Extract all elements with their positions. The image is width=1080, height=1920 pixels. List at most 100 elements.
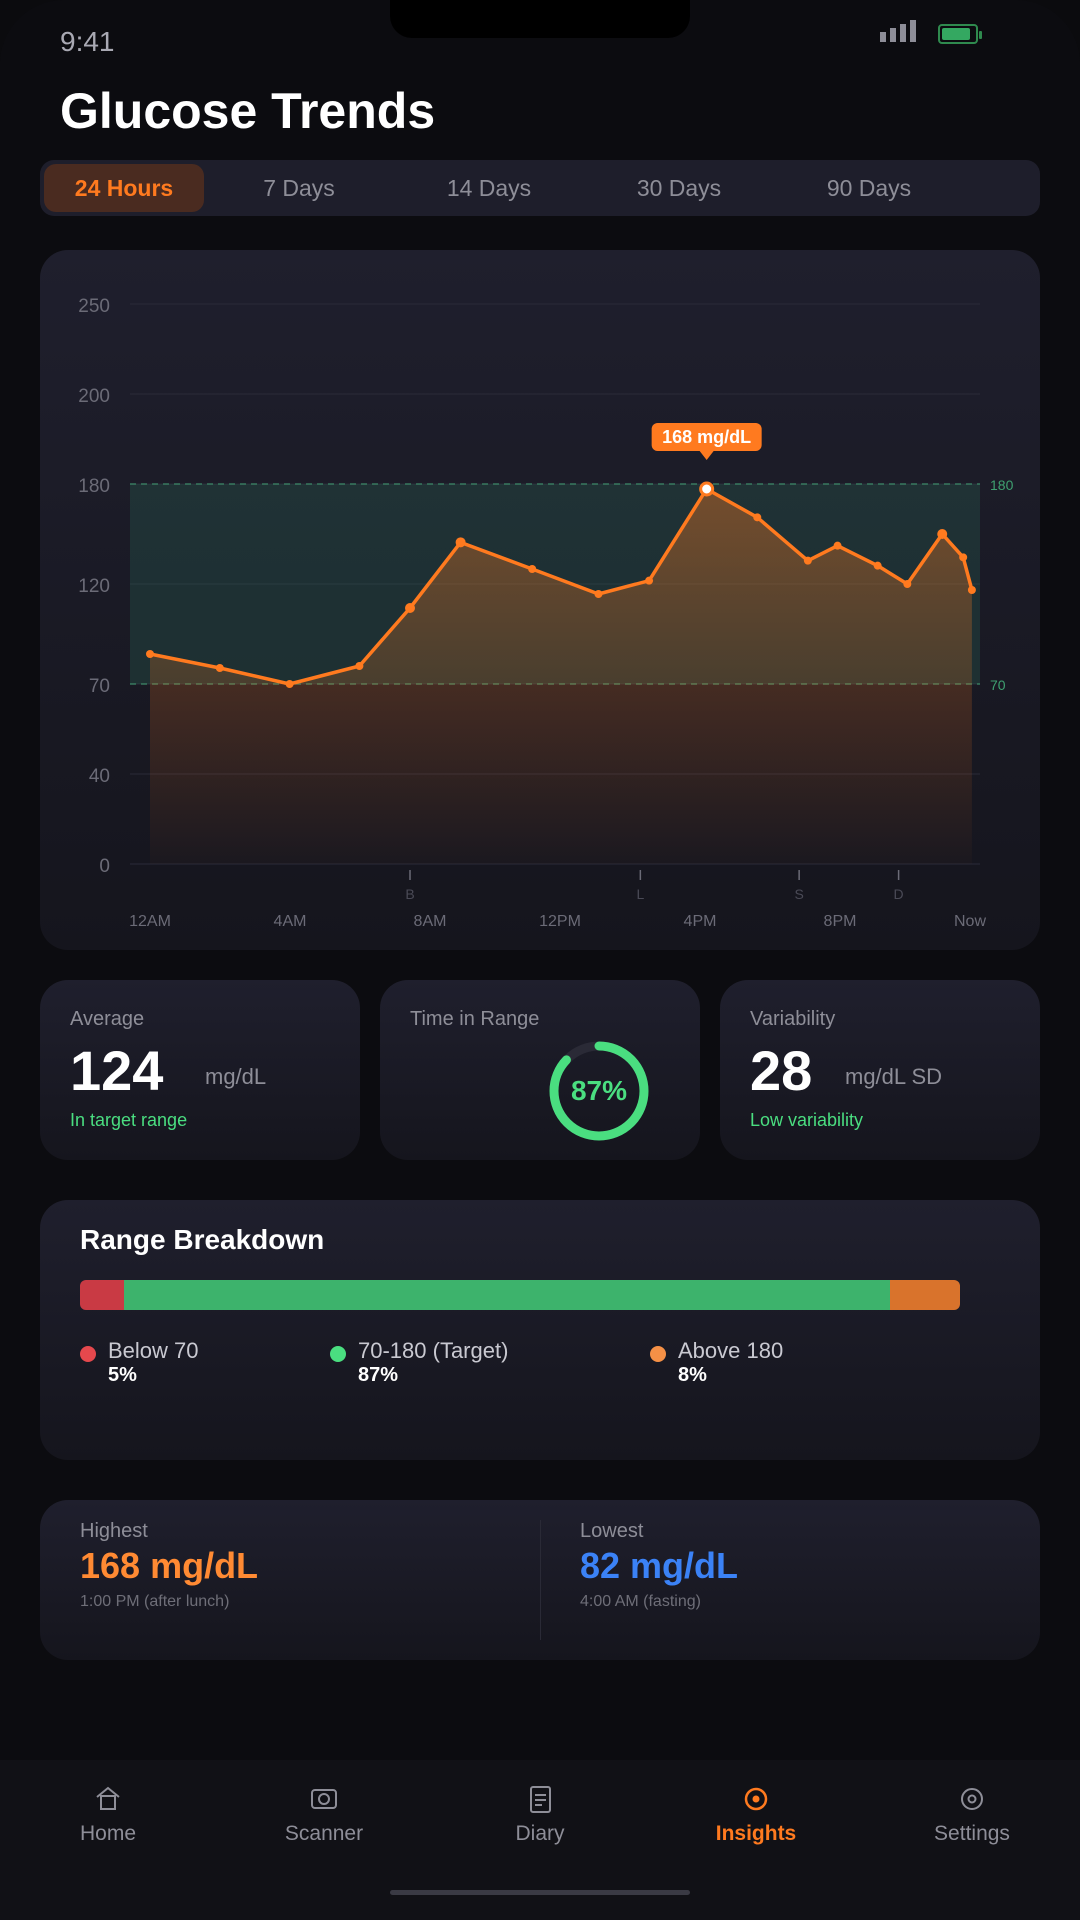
- scanner-icon: [311, 1789, 337, 1809]
- variability-card: Variability 28 mg/dL SD Low variability: [720, 980, 1040, 1160]
- data-point: [959, 553, 968, 562]
- range-breakdown-card: Range Breakdown Below 70 5% 70-180 (Targ…: [40, 1200, 1040, 1460]
- average-value: 124: [70, 1039, 164, 1102]
- x-tick-label: 4AM: [274, 913, 307, 930]
- data-point: [285, 680, 294, 688]
- signal-icon: [880, 20, 916, 42]
- average-card: Average 124 mg/dL In target range: [40, 980, 360, 1160]
- x-tick-label: 8PM: [824, 913, 857, 930]
- tooltip-label: 168 mg/dL: [662, 427, 751, 447]
- camera-notch: [390, 0, 690, 38]
- range-bar-segment: [124, 1280, 890, 1310]
- tooltip-bubble: [651, 423, 762, 451]
- tab-settings-label: Settings: [934, 1822, 1010, 1845]
- y-tick-label: 250: [78, 296, 110, 317]
- lowest-value: 82 mg/dL: [580, 1545, 739, 1586]
- data-point: [215, 664, 224, 672]
- below-70-pct: 5%: [108, 1364, 137, 1386]
- home-icon: [96, 1786, 120, 1810]
- tab-settings[interactable]: Settings: [892, 1784, 1052, 1846]
- target-low-label: 70: [990, 677, 1006, 693]
- glucose-chart-card: 0 40 70 120 180 200 250 180 70 168 mg/dL B L S D 12AM 4…: [40, 250, 1040, 950]
- x-tick-label: Now: [954, 913, 986, 930]
- tab-7-days[interactable]: 7 Days: [263, 175, 335, 201]
- highest-label: Highest: [80, 1520, 148, 1542]
- data-point: [873, 561, 882, 570]
- diary-icon: [530, 1786, 551, 1813]
- meal-marker-label: S: [794, 886, 803, 902]
- variability-label: Variability: [750, 1008, 836, 1030]
- below-70-dot: [80, 1346, 96, 1362]
- average-label: Average: [70, 1008, 145, 1030]
- variability-value: 28: [750, 1039, 813, 1102]
- x-tick-label: 12PM: [539, 913, 581, 930]
- tab-scanner[interactable]: Scanner: [244, 1784, 404, 1846]
- time-in-range-value: 87%: [570, 1075, 628, 1106]
- tab-diary-label: Diary: [515, 1822, 565, 1845]
- data-point: [753, 513, 762, 522]
- data-point: [833, 541, 842, 550]
- time-in-range-ring: 87%: [546, 1038, 652, 1144]
- data-point: [146, 650, 154, 658]
- x-tick-label: 8AM: [414, 913, 447, 930]
- y-tick-label: 40: [89, 766, 110, 787]
- y-tick-label: 0: [99, 856, 110, 877]
- highlight-point: [699, 481, 715, 497]
- tab-24-hours[interactable]: 24 Hours: [44, 164, 204, 212]
- time-range-selector: 24 Hours 7 Days 14 Days 30 Days 90 Days: [40, 160, 1040, 216]
- tab-diary[interactable]: Diary: [460, 1784, 620, 1846]
- y-tick-label: 70: [89, 676, 110, 697]
- tab-14-days[interactable]: 14 Days: [446, 175, 532, 201]
- variability-unit: mg/dL SD: [845, 1064, 943, 1089]
- data-point: [355, 662, 364, 670]
- tab-insights-label: Insights: [715, 1822, 797, 1845]
- lowest-note: 4:00 AM (fasting): [580, 1593, 701, 1610]
- lowest-label: Lowest: [580, 1520, 644, 1542]
- highest-block: Highest 168 mg/dL 1:00 PM (after lunch): [80, 1520, 258, 1611]
- y-tick-label: 180: [78, 476, 110, 497]
- tab-30-days[interactable]: 30 Days: [636, 175, 722, 201]
- below-70-label: Below 70: [108, 1338, 199, 1363]
- tab-insights[interactable]: Insights: [676, 1784, 836, 1846]
- tooltip-pointer: [699, 451, 714, 460]
- target-dot: [330, 1346, 346, 1362]
- battery-icon: [938, 24, 982, 44]
- meal-marker-label: L: [636, 886, 644, 902]
- range-bar-segment: [889, 1280, 960, 1310]
- y-tick-label: 120: [78, 576, 110, 597]
- highest-note: 1:00 PM (after lunch): [80, 1593, 230, 1610]
- tab-scanner-label: Scanner: [284, 1822, 364, 1845]
- glucose-line: [149, 487, 974, 686]
- status-time: 9:41: [60, 26, 115, 57]
- tab-home[interactable]: Home: [28, 1784, 188, 1846]
- average-note: In target range: [70, 1110, 188, 1130]
- insights-icon: [744, 1787, 768, 1811]
- extremes-divider: [540, 1520, 541, 1640]
- settings-icon: [961, 1788, 983, 1810]
- data-point: [903, 580, 912, 588]
- data-point: [967, 586, 976, 594]
- data-point: [455, 537, 466, 548]
- meal-marker-label: D: [894, 886, 904, 902]
- data-point: [937, 529, 948, 539]
- target-pct: 87%: [358, 1364, 399, 1386]
- time-in-range-card: Time in Range 87%: [380, 980, 700, 1160]
- range-stacked-bar: [80, 1280, 960, 1310]
- x-tick-label: 4PM: [684, 913, 717, 930]
- glucose-chart[interactable]: 0 40 70 120 180 200 250 180 70 168 mg/dL B L S D 12AM 4…: [40, 250, 1040, 950]
- range-breakdown-title: Range Breakdown: [80, 1224, 325, 1255]
- home-indicator: [390, 1890, 690, 1895]
- tab-90-days[interactable]: 90 Days: [826, 175, 912, 201]
- tab-home-label: Home: [79, 1822, 137, 1845]
- page-title: Glucose Trends: [60, 83, 436, 139]
- data-point: [405, 603, 416, 613]
- variability-note: Low variability: [750, 1110, 864, 1130]
- above-180-dot: [650, 1346, 666, 1362]
- meal-marker-label: B: [405, 886, 414, 902]
- target-label: 70-180 (Target): [358, 1338, 509, 1363]
- data-point: [645, 576, 654, 585]
- data-point: [528, 565, 537, 573]
- above-180-label: Above 180: [678, 1338, 784, 1363]
- data-point: [594, 590, 603, 598]
